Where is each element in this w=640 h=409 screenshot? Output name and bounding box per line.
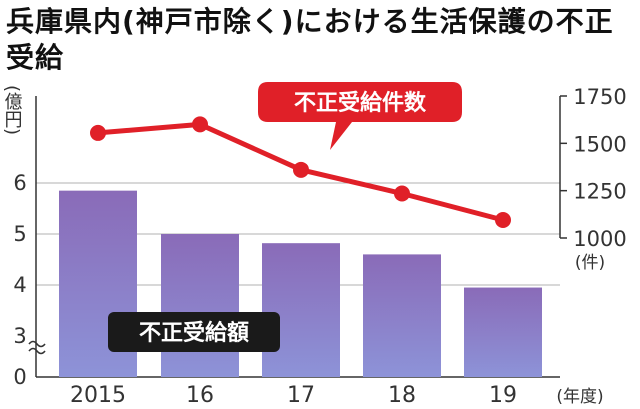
bar-18: [363, 254, 441, 377]
x-tick-label: 18: [388, 383, 416, 408]
bar-series-label: 不正受給額: [139, 320, 249, 346]
left-axis-unit: (億円): [2, 85, 23, 135]
left-tick-label: 3: [13, 324, 26, 348]
line-point-16: [192, 116, 208, 133]
bar-series-callout: 不正受給額: [108, 312, 280, 352]
x-tick-label: 19: [489, 383, 517, 408]
line-points: [90, 116, 511, 229]
left-tick-label: 6: [13, 171, 26, 195]
chart-title: 兵庫県内(神戸市除く)における生活保護の不正受給: [6, 5, 614, 74]
right-tick-label: 1500: [573, 132, 626, 156]
right-axis-unit: (件): [575, 253, 605, 273]
line-series-callout: 不正受給件数: [258, 82, 462, 150]
line-point-18: [394, 185, 410, 202]
x-axis-ticks: 2015 16 17 18 19: [70, 383, 517, 408]
x-tick-label: 2015: [70, 383, 126, 408]
right-tick-label: 1250: [573, 180, 626, 204]
left-tick-label: 4: [13, 273, 26, 297]
left-tick-label: 0: [13, 365, 26, 389]
right-tick-label: 1750: [573, 85, 626, 109]
bar-17: [262, 243, 340, 377]
x-tick-label: 17: [287, 383, 315, 408]
line-series-label: 不正受給件数: [294, 90, 427, 116]
x-tick-label: 16: [186, 383, 214, 408]
right-tick-label: 1000: [573, 227, 626, 251]
bar-16: [161, 234, 239, 377]
bar-19: [464, 287, 542, 377]
bar-series: [59, 190, 542, 377]
right-axis-ticks: 1000 1250 1500 1750: [560, 85, 627, 251]
line-point-2015: [90, 124, 106, 141]
x-axis-unit: (年度): [556, 387, 603, 407]
line-point-17: [293, 161, 309, 178]
axis-break-mark: [28, 340, 46, 355]
line-point-19: [495, 212, 511, 229]
left-tick-label: 5: [13, 222, 26, 246]
left-axis-ticks: 0 3 4 5 6: [13, 171, 26, 389]
